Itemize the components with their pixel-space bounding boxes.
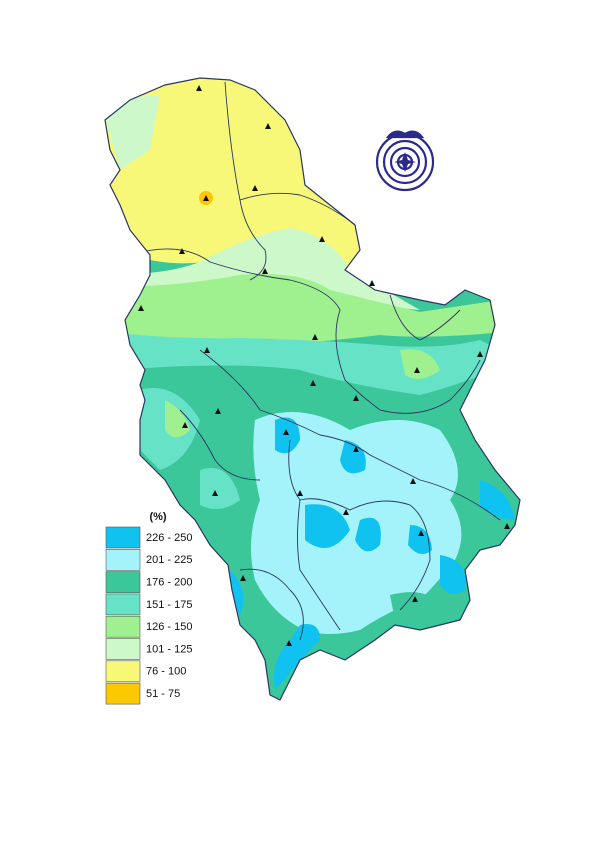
legend-label: 101 - 125: [146, 643, 192, 655]
legend-label: 126 - 150: [146, 621, 192, 633]
legend-label: 226 - 250: [146, 532, 192, 544]
legend-title: (%): [149, 511, 166, 523]
legend-label: 51 - 75: [146, 688, 180, 700]
legend-swatch: [105, 638, 141, 660]
legend: (%) 226 - 250 201 - 225 176 - 200 151 - 175…: [105, 511, 192, 705]
logo: [375, 130, 435, 192]
legend-swatch: [105, 526, 141, 549]
legend-swatch: [105, 571, 141, 593]
legend-label: 151 - 175: [146, 599, 192, 611]
legend-swatch: [105, 682, 141, 705]
legend-swatch: [105, 615, 141, 638]
legend-label: 176 - 200: [146, 577, 192, 589]
legend-swatch: [105, 548, 141, 571]
legend-label: 201 - 225: [146, 554, 192, 566]
legend-label: 76 - 100: [146, 666, 186, 678]
legend-swatch: [105, 593, 141, 616]
legend-swatch: [105, 660, 141, 683]
